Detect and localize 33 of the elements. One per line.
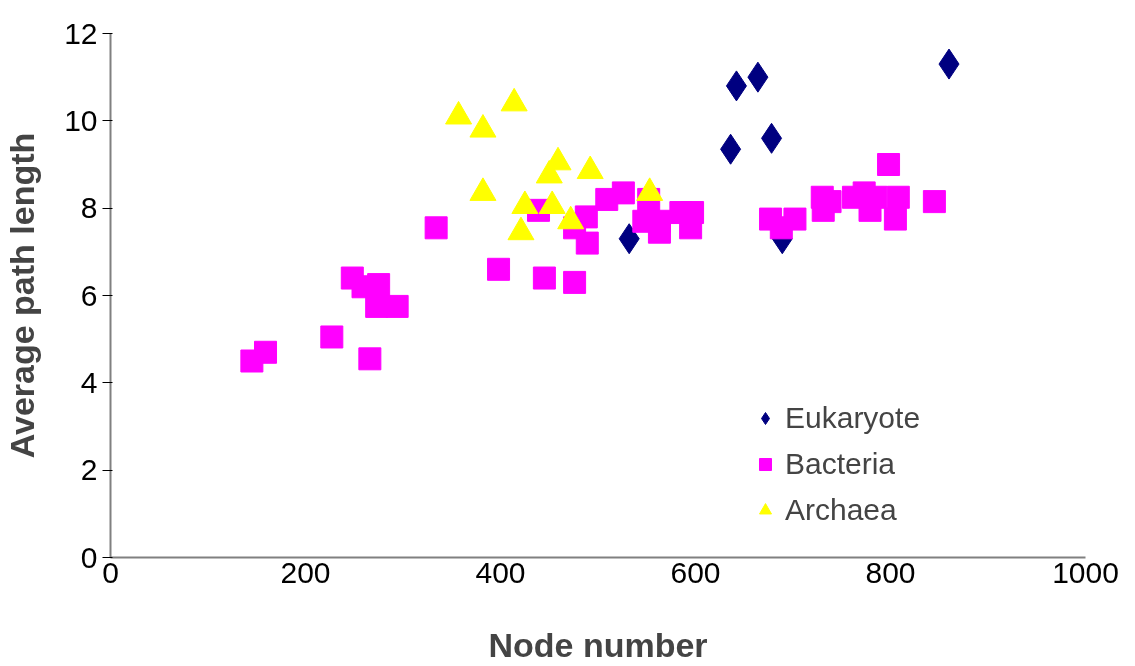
legend-label: Eukaryote xyxy=(785,401,921,435)
x-tick-label: 200 xyxy=(280,555,331,589)
point xyxy=(922,190,946,214)
x-tick-label: 800 xyxy=(865,555,916,589)
y-axis-title: Average path length xyxy=(3,132,42,459)
point xyxy=(883,207,907,231)
point xyxy=(358,347,382,371)
point xyxy=(254,340,278,364)
point xyxy=(877,153,901,176)
point xyxy=(886,185,910,209)
legend-label: Bacteria xyxy=(785,447,896,481)
point xyxy=(365,294,389,318)
point xyxy=(385,294,409,318)
x-tick-label: 400 xyxy=(475,555,526,589)
x-tick-label: 600 xyxy=(670,555,721,589)
point xyxy=(611,181,635,205)
legend-label: Archaea xyxy=(785,493,897,527)
point xyxy=(367,273,391,297)
y-tick-label: 8 xyxy=(80,191,98,225)
point xyxy=(769,216,793,240)
point xyxy=(532,266,556,290)
y-tick-label: 4 xyxy=(80,365,98,399)
point xyxy=(424,216,448,240)
x-tick-label: 0 xyxy=(102,555,119,589)
x-tick-label: 1000 xyxy=(1052,555,1119,589)
y-tick-label: 2 xyxy=(80,453,98,487)
point xyxy=(563,270,587,294)
y-tick-label: 12 xyxy=(64,16,98,50)
y-tick-label: 10 xyxy=(64,103,98,137)
point xyxy=(487,257,511,281)
point xyxy=(320,325,344,349)
x-axis-title: Node number xyxy=(488,625,708,664)
y-tick-label: 6 xyxy=(80,278,98,312)
